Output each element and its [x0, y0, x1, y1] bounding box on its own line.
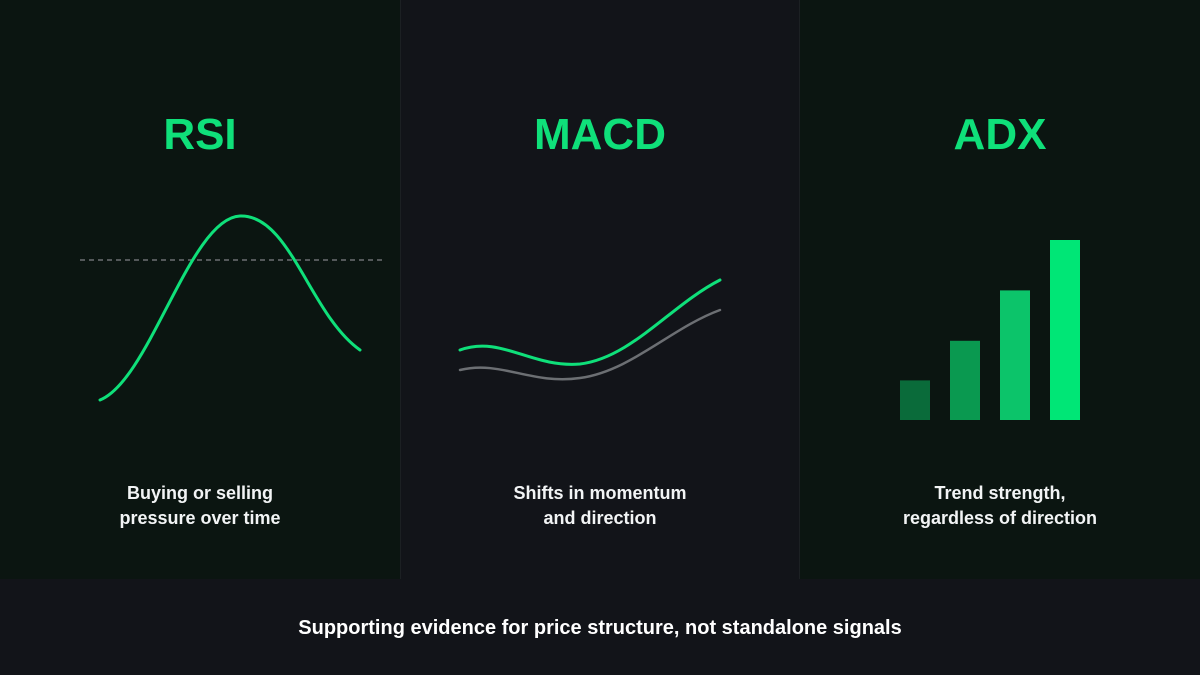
adx-description: Trend strength, regardless of direction	[800, 481, 1200, 531]
macd-panel: MACD Shifts in momentum and direction	[401, 0, 799, 579]
adx-description-line-1: Trend strength,	[934, 483, 1066, 503]
rsi-panel: RSI Buying or selling pressure over time	[0, 0, 400, 579]
rsi-description-line-2: pressure over time	[119, 508, 281, 528]
footer-caption: Supporting evidence for price structure,…	[298, 617, 902, 639]
macd-description-line-1: Shifts in momentum	[513, 483, 687, 503]
rsi-description: Buying or selling pressure over time	[0, 481, 400, 531]
rsi-title: RSI	[163, 110, 237, 159]
macd-main-line	[458, 278, 722, 366]
macd-description: Shifts in momentum and direction	[401, 481, 799, 531]
rsi-oscillator-icon	[80, 214, 382, 402]
adx-bar-2	[950, 340, 980, 420]
panel-divider	[400, 0, 401, 579]
adx-bars-icon	[900, 240, 1080, 420]
indicator-panels: RSI Buying or selling pressure over time…	[0, 0, 1200, 579]
macd-signal-line	[458, 308, 722, 381]
adx-title: ADX	[953, 110, 1047, 159]
rsi-description-line-1: Buying or selling	[126, 483, 273, 503]
macd-description-line-2: and direction	[543, 508, 657, 528]
adx-panel: ADX Trend strength, regardless of direct…	[800, 0, 1200, 579]
adx-bar-1	[900, 380, 930, 420]
panel-divider	[799, 0, 800, 579]
adx-bar-4	[1050, 240, 1080, 420]
rsi-curve	[98, 214, 362, 402]
macd-lines-icon	[458, 278, 722, 381]
footer-bar	[0, 579, 1200, 675]
adx-description-line-2: regardless of direction	[902, 508, 1098, 528]
macd-title: MACD	[534, 110, 666, 159]
adx-bar-3	[1000, 290, 1030, 420]
